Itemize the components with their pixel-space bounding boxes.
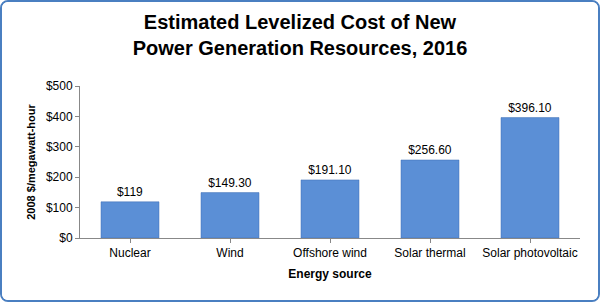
svg-text:$396.10: $396.10	[508, 101, 552, 115]
svg-text:$300: $300	[46, 140, 73, 154]
svg-text:$256.60: $256.60	[408, 143, 452, 157]
svg-text:$400: $400	[46, 110, 73, 124]
svg-text:Wind: Wind	[216, 246, 243, 260]
svg-text:$0: $0	[59, 231, 73, 245]
svg-text:Offshore wind: Offshore wind	[293, 246, 367, 260]
svg-text:$500: $500	[46, 79, 73, 93]
svg-text:Estimated Levelized Cost of Ne: Estimated Levelized Cost of NewPower Gen…	[133, 11, 468, 59]
svg-text:$191.10: $191.10	[308, 163, 352, 177]
svg-text:$119: $119	[117, 185, 143, 199]
svg-text:Nuclear: Nuclear	[109, 246, 150, 260]
svg-text:Solar photovoltaic: Solar photovoltaic	[482, 246, 577, 260]
svg-text:$100: $100	[46, 201, 73, 215]
svg-text:Solar thermal: Solar thermal	[394, 246, 465, 260]
svg-text:$200: $200	[46, 170, 73, 184]
svg-text:2008 $/megawatt-hour: 2008 $/megawatt-hour	[25, 104, 37, 220]
svg-text:$149.30: $149.30	[208, 176, 252, 190]
svg-text:Energy source: Energy source	[288, 267, 372, 281]
